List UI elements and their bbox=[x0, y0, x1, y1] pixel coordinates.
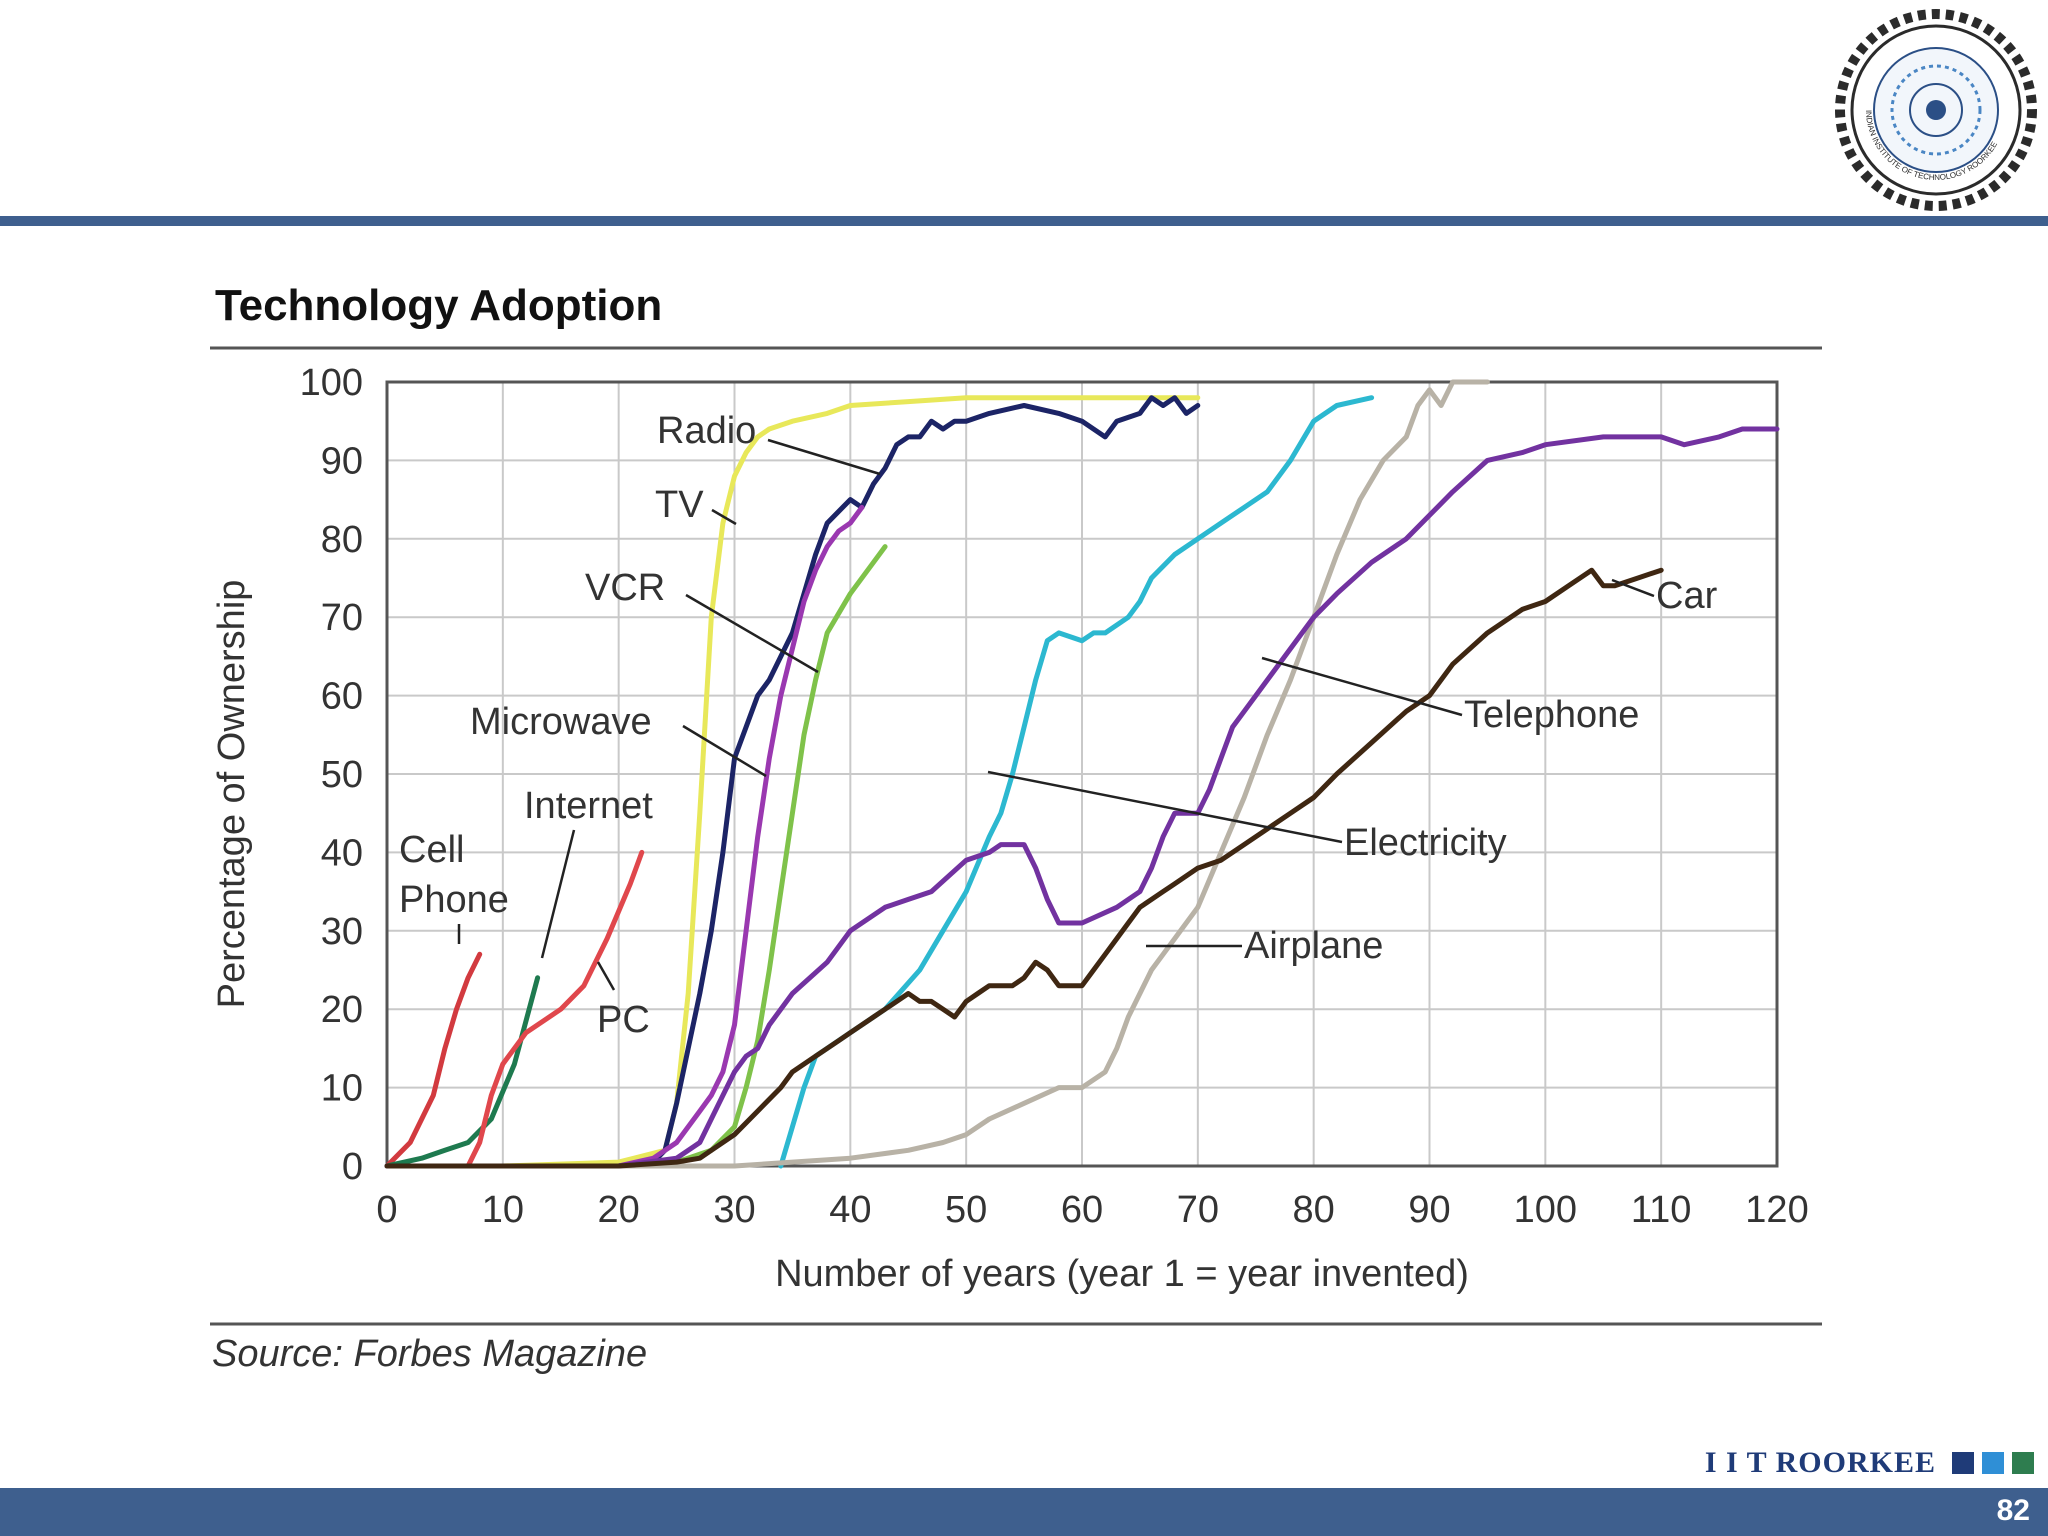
leader-line-pc bbox=[596, 961, 616, 991]
x-tick-60: 60 bbox=[1061, 1189, 1103, 1231]
brand-square-3 bbox=[2012, 1452, 2034, 1474]
y-tick-10: 10 bbox=[321, 1068, 363, 1110]
brand-text: I I T ROORKEE bbox=[1704, 1446, 1936, 1479]
y-tick-70: 70 bbox=[321, 597, 363, 639]
x-tick-30: 30 bbox=[713, 1189, 755, 1231]
iit-roorkee-logo: INDIAN INSTITUTE OF TECHNOLOGY ROORKEE bbox=[1835, 9, 2037, 211]
leader-line-tv bbox=[711, 508, 737, 526]
series-line-telephone bbox=[384, 426, 1780, 1169]
series-line-microwave bbox=[384, 544, 888, 1169]
x-tick-90: 90 bbox=[1408, 1189, 1450, 1231]
technology-adoption-chart: Technology Adoption Source: Forbes Magazi… bbox=[210, 281, 1822, 1375]
leader-line-electricity bbox=[987, 770, 1343, 844]
header-divider-band bbox=[0, 216, 2048, 226]
annotation-car: Car bbox=[1656, 575, 1718, 617]
series-line-vcr bbox=[384, 504, 865, 1169]
y-tick-60: 60 bbox=[321, 676, 363, 718]
y-tick-100: 100 bbox=[300, 362, 363, 404]
y-tick-0: 0 bbox=[342, 1146, 363, 1188]
annotation-phone: Phone bbox=[399, 879, 509, 921]
x-tick-40: 40 bbox=[829, 1189, 871, 1231]
x-tick-20: 20 bbox=[598, 1189, 640, 1231]
x-tick-70: 70 bbox=[1177, 1189, 1219, 1231]
plot-frame bbox=[385, 380, 1779, 1168]
x-tick-80: 80 bbox=[1293, 1189, 1335, 1231]
page-number: 82 bbox=[1996, 1494, 2030, 1527]
x-tick-10: 10 bbox=[482, 1189, 524, 1231]
leader-line-microwave bbox=[682, 724, 767, 778]
annotation-radio: Radio bbox=[657, 410, 756, 452]
x-tick-0: 0 bbox=[376, 1189, 397, 1231]
annotation-pc: PC bbox=[597, 999, 650, 1041]
series-line-cell-phone bbox=[384, 951, 483, 1169]
y-tick-90: 90 bbox=[321, 440, 363, 482]
x-tick-110: 110 bbox=[1631, 1189, 1692, 1231]
series-line-airplane bbox=[384, 379, 1490, 1169]
x-tick-120: 120 bbox=[1745, 1189, 1808, 1231]
annotation-tv: TV bbox=[655, 484, 704, 526]
annotation-telephone: Telephone bbox=[1464, 694, 1639, 736]
x-tick-100: 100 bbox=[1514, 1189, 1577, 1231]
leader-line-vcr bbox=[685, 593, 819, 674]
footer-band bbox=[0, 1488, 2048, 1536]
brand-mark: I I T ROORKEE bbox=[1705, 1446, 2034, 1480]
annotation-vcr: VCR bbox=[585, 567, 665, 609]
leader-line-radio bbox=[767, 438, 881, 476]
leader-line-car bbox=[1611, 578, 1655, 598]
brand-square-1 bbox=[1952, 1452, 1974, 1474]
x-axis-label: Number of years (year 1 = year invented) bbox=[775, 1253, 1469, 1295]
chart-source: Source: Forbes Magazine bbox=[212, 1333, 647, 1375]
x-tick-50: 50 bbox=[945, 1189, 987, 1231]
leader-line-internet bbox=[540, 829, 576, 959]
y-tick-30: 30 bbox=[321, 911, 363, 953]
brand-square-2 bbox=[1982, 1452, 2004, 1474]
y-tick-20: 20 bbox=[321, 989, 363, 1031]
y-axis-label: Percentage of Ownership bbox=[211, 580, 253, 1009]
annotation-microwave: Microwave bbox=[470, 701, 652, 743]
y-tick-40: 40 bbox=[321, 832, 363, 874]
series-line-internet bbox=[384, 975, 541, 1169]
chart-title: Technology Adoption bbox=[215, 281, 662, 330]
series-line-radio bbox=[384, 395, 1201, 1169]
annotation-internet: Internet bbox=[524, 785, 653, 827]
series-line-car bbox=[384, 567, 1664, 1169]
annotation-cell: Cell bbox=[399, 829, 464, 871]
y-tick-50: 50 bbox=[321, 754, 363, 796]
y-tick-80: 80 bbox=[321, 519, 363, 561]
annotation-airplane: Airplane bbox=[1244, 925, 1383, 967]
leader-line-telephone bbox=[1261, 656, 1463, 717]
annotation-electricity: Electricity bbox=[1344, 822, 1507, 864]
